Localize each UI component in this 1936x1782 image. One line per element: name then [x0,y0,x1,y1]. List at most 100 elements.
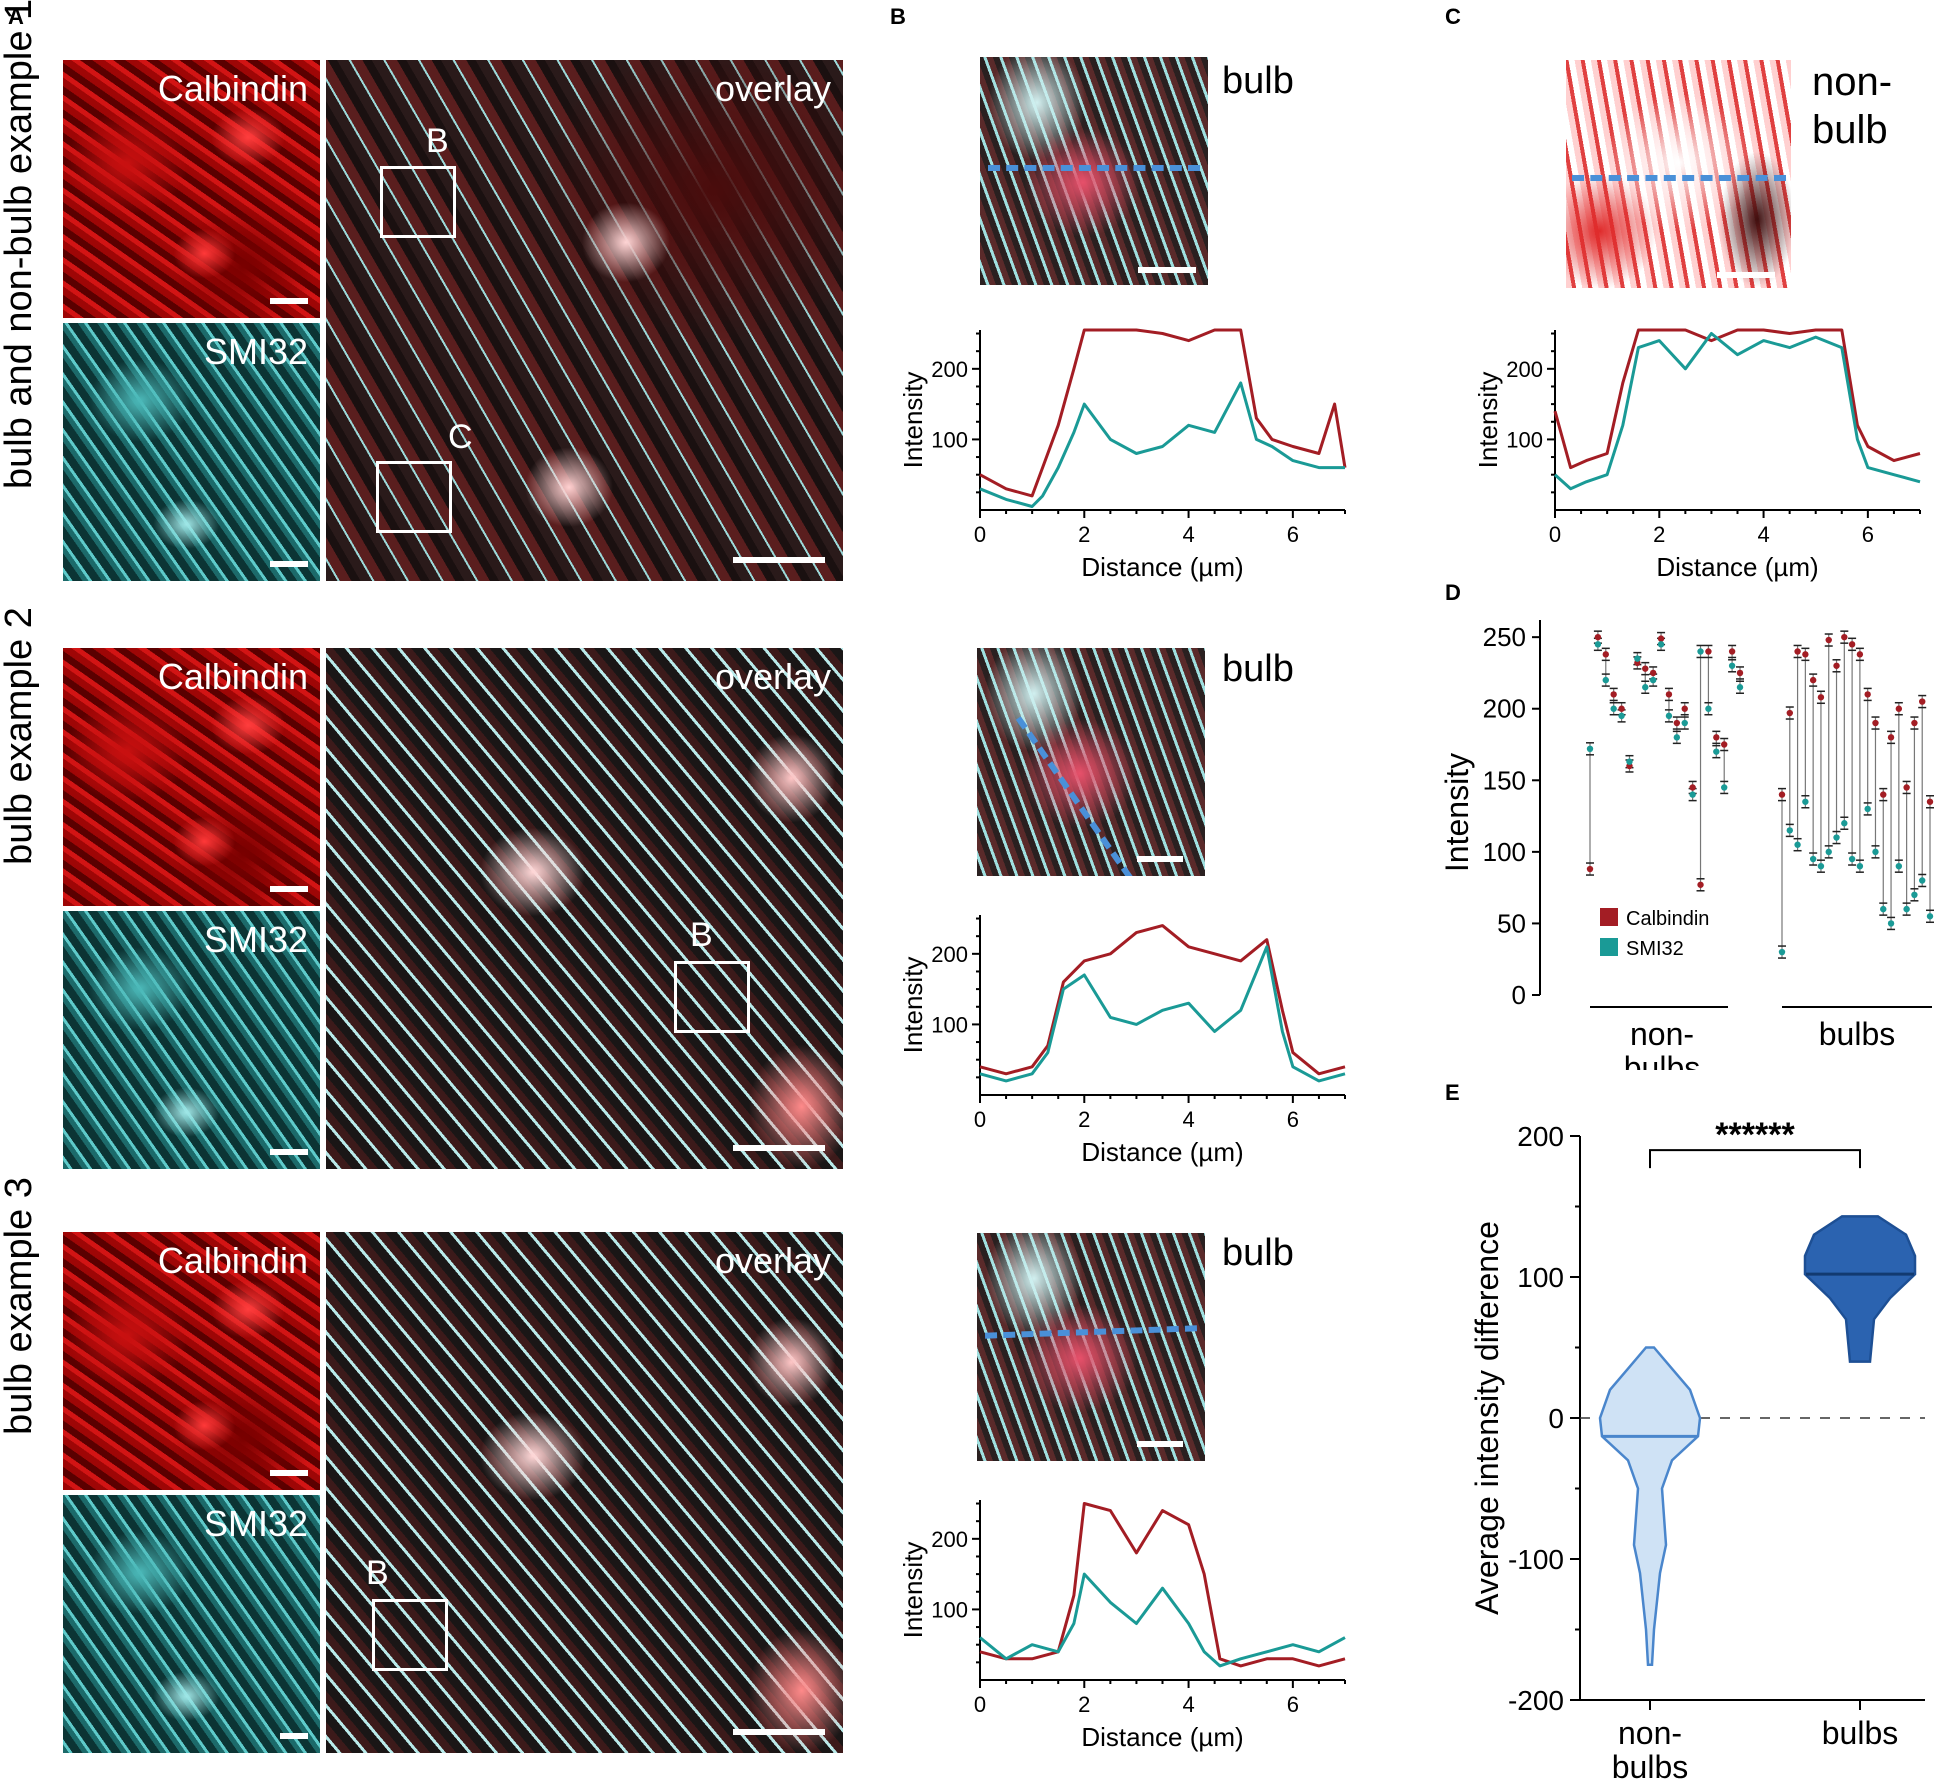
x-tick-label: 2 [1078,1692,1090,1717]
significance-bracket [1649,1149,1861,1169]
panel-label-b: B [890,4,906,29]
dot-plot-d: 0 50 100 150 200 250 Intensity non-bulbs bulbs Ca… [1439,620,1934,1070]
y-tick-label: 100 [931,1012,968,1037]
series-line-smi32 [979,1572,1346,1668]
bulbs-calbindin-point [1817,694,1825,701]
y-tick-label: -100 [1508,1544,1564,1575]
line-plot-b3: 0 2 4 6 100 200 Distance (µm) Intensity [898,1500,1346,1752]
y-axis-label: Intensity [898,372,928,469]
smi32-image-3: SMI32 [63,1495,320,1753]
nonbulbs-calbindin-point [1681,705,1688,712]
line-profile [1572,175,1786,181]
nonbulbs-calbindin-point [1721,741,1728,748]
nonbulb-label-line1: non- [1812,60,1893,104]
bulbs-smi32-point [1833,834,1840,841]
bulb-label-2: bulb [1222,648,1294,690]
bulbs-smi32-point [1872,848,1879,856]
roi-label-c: C [448,418,473,456]
calbindin-image-2: Calbindin [63,648,320,906]
bulbs-smi32-point [1794,841,1801,848]
bulbs-calbindin-point [1919,698,1926,705]
bulbs-calbindin-point [1809,676,1817,684]
x-tick-label: 4 [1182,1692,1194,1717]
nonbulbs-calbindin-point [1618,705,1625,712]
scale-bar [1137,856,1183,862]
series-line-calbindin [979,924,1346,1076]
scale-bar [733,1145,825,1151]
bulbs-smi32-point [1926,913,1934,920]
scale-bar [1717,272,1775,278]
legend-label-smi32: SMI32 [1626,938,1684,960]
overlay-label: overlay [714,656,831,697]
line-plot-b2: 0 2 4 6 100 200 Distance (µm) Intensity [898,915,1346,1167]
x-tick-label: 6 [1287,1692,1299,1717]
line-profile [1015,716,1165,876]
row-label-2: bulb example 2 [0,607,40,865]
bulbs-calbindin-point [1926,798,1934,805]
bulb-crop-2 [977,648,1205,876]
y-tick-label: 50 [1497,908,1526,938]
roi-box-b [380,166,456,238]
group-label-bulbs: bulbs [1819,1016,1896,1052]
x-tick-label: 4 [1182,1107,1194,1132]
bulbs-smi32-point [1895,862,1903,870]
nonbulbs-smi32-point [1713,748,1720,755]
nonbulbs-smi32-point [1728,662,1736,669]
bulbs-smi32-point [1856,862,1864,870]
nonbulbs-calbindin-point [1610,691,1617,698]
x-category-bulbs: bulbs [1822,1715,1899,1751]
bulbs-calbindin-point [1833,662,1840,669]
nonbulbs-smi32-point [1602,676,1609,684]
y-tick-label: 250 [1483,622,1526,652]
nonbulbs-smi32-point [1697,648,1704,655]
bulbs-smi32-point [1887,920,1895,927]
nonbulbs-smi32-point [1626,758,1633,765]
nonbulbs-smi32-point [1689,791,1696,798]
bulb-label-1: bulb [1222,60,1294,102]
bulbs-smi32-point [1841,820,1848,827]
overlay-image-1: overlay B C [326,60,843,581]
legend-swatch-smi32 [1600,938,1618,956]
bulb-crop-3 [977,1233,1205,1461]
y-tick-label: 100 [1506,427,1543,452]
nonbulbs-smi32-point [1642,684,1649,691]
nonbulbs-smi32-point [1649,676,1657,684]
bulbs-calbindin-point [1848,641,1856,648]
bulbs-smi32-point [1864,805,1871,813]
nonbulbs-smi32-point [1586,745,1594,753]
scale-bar [270,1470,308,1476]
nonbulbs-calbindin-point [1689,784,1696,791]
roi-label-b: B [426,122,449,160]
calbindin-image-1: Calbindin [63,60,320,318]
bulbs-calbindin-point [1903,784,1910,791]
overlay-label: overlay [714,68,831,109]
series-line-calbindin [979,328,1347,498]
bulbs-calbindin-point [1864,691,1871,698]
bulbs-smi32-point [1809,855,1817,863]
nonbulbs-calbindin-point [1642,665,1649,672]
nonbulbs-violin [1598,1346,1702,1666]
y-tick-label: 0 [1548,1403,1564,1434]
x-tick-label: 6 [1287,1107,1299,1132]
y-axis-label: Intensity [1473,372,1503,469]
nonbulb-label: non- bulb [1812,58,1892,154]
x-axis-label: Distance (µm) [1081,1722,1243,1752]
scale-bar [270,1149,308,1155]
y-tick-label: 200 [931,357,968,382]
group-label-nonbulbs-line2: bulbs [1624,1050,1701,1070]
bulbs-calbindin-point [1825,636,1832,644]
series-line-calbindin [1553,328,1921,470]
y-tick-label: 200 [1483,694,1526,724]
y-tick-label: 150 [1483,765,1526,795]
nonbulbs-smi32-point [1705,705,1712,712]
bulbs-smi32-point [1817,862,1825,870]
nonbulbs-smi32-point [1681,719,1688,727]
bulbs-calbindin-point [1841,633,1848,641]
legend-swatch-calbindin [1600,908,1618,926]
smi32-label: SMI32 [203,331,308,372]
x-tick-label: 4 [1757,522,1769,547]
x-tick-label: 0 [974,1692,986,1717]
roi-label-b: B [366,1554,389,1592]
bulb-label-3: bulb [1222,1232,1294,1274]
y-tick-label: 0 [1512,980,1526,1010]
